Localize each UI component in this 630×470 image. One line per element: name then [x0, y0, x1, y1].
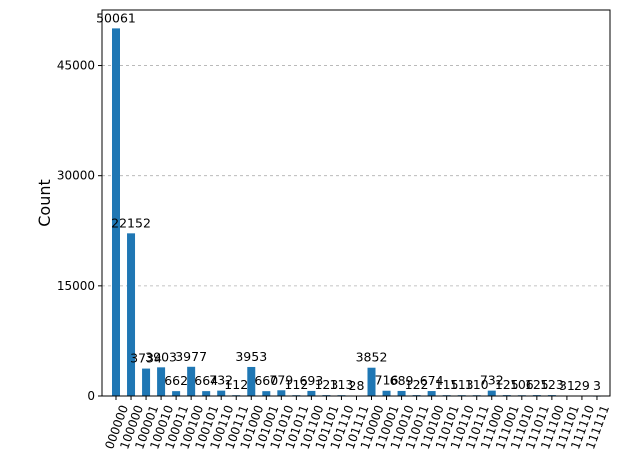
bar-value-label: 660 [254, 373, 278, 388]
bar-value-label: 732 [209, 373, 233, 388]
bar-value-label: 125 [495, 377, 519, 392]
y-tick-label: 45000 [57, 59, 95, 73]
bar-value-label: 115 [435, 377, 459, 392]
bar [397, 390, 406, 396]
plot-frame [101, 9, 611, 397]
bar [217, 390, 226, 396]
bar-value-label: 3852 [356, 350, 388, 365]
grid-lines [102, 65, 610, 287]
bar [202, 391, 211, 396]
bar-value-label: 732 [480, 373, 504, 388]
bar [487, 390, 496, 396]
bar [427, 391, 436, 396]
bar-value-label: 110 [465, 377, 489, 392]
bar-value-label: 31 [559, 378, 575, 393]
bar [127, 233, 136, 396]
bar-value-label: 662 [164, 373, 188, 388]
y-tick-label: 15000 [57, 279, 95, 293]
bar-value-label: 113 [450, 377, 474, 392]
bar-value-label: 3953 [235, 349, 267, 364]
bar-value-label: 664 [194, 373, 218, 388]
bar-value-label: 3 [593, 378, 601, 393]
bar-value-labels: 5006122152373439036623977664732112395366… [96, 10, 601, 393]
bar-value-label: 123 [314, 377, 338, 392]
y-axis-title: Count [35, 179, 54, 227]
bar [307, 390, 316, 396]
bar [157, 367, 166, 396]
bar-value-label: 112 [224, 377, 248, 392]
bar [172, 391, 181, 396]
bar-value-label: 779 [269, 372, 293, 387]
bar-value-label: 3734 [130, 351, 162, 366]
bar [262, 391, 271, 396]
bar-value-label: 674 [420, 373, 444, 388]
bar [277, 390, 286, 396]
bar-value-label: 125 [525, 377, 549, 392]
bar-value-label: 689 [390, 373, 414, 388]
bar [247, 366, 256, 396]
bar [367, 367, 376, 396]
bar-value-label: 693 [299, 373, 323, 388]
y-tick-label: 30000 [57, 169, 95, 183]
bar [382, 390, 391, 396]
bar-value-label: 106 [510, 377, 534, 392]
bar-value-label: 123 [540, 377, 564, 392]
bar [187, 366, 196, 396]
bar-value-label: 113 [330, 377, 354, 392]
bar-value-label: 28 [349, 378, 365, 393]
bar-value-label: 3903 [145, 349, 177, 364]
bar-value-label: 22152 [111, 215, 151, 230]
bar-value-label: 122 [405, 377, 429, 392]
y-tick-label: 0 [87, 389, 95, 403]
bar-value-label: 50061 [96, 10, 136, 25]
bar [142, 368, 151, 396]
bar-value-label: 112 [284, 377, 308, 392]
y-axis-ticks: 0 15000 30000 45000 [57, 59, 102, 403]
x-axis-ticks: 0000001000001000011000101000111001001001… [102, 396, 612, 451]
bars [112, 28, 601, 397]
bar-value-label: 29 [574, 378, 590, 393]
bar-value-label: 3977 [175, 349, 207, 364]
bar [112, 28, 120, 396]
bar-value-label: 716 [375, 373, 399, 388]
